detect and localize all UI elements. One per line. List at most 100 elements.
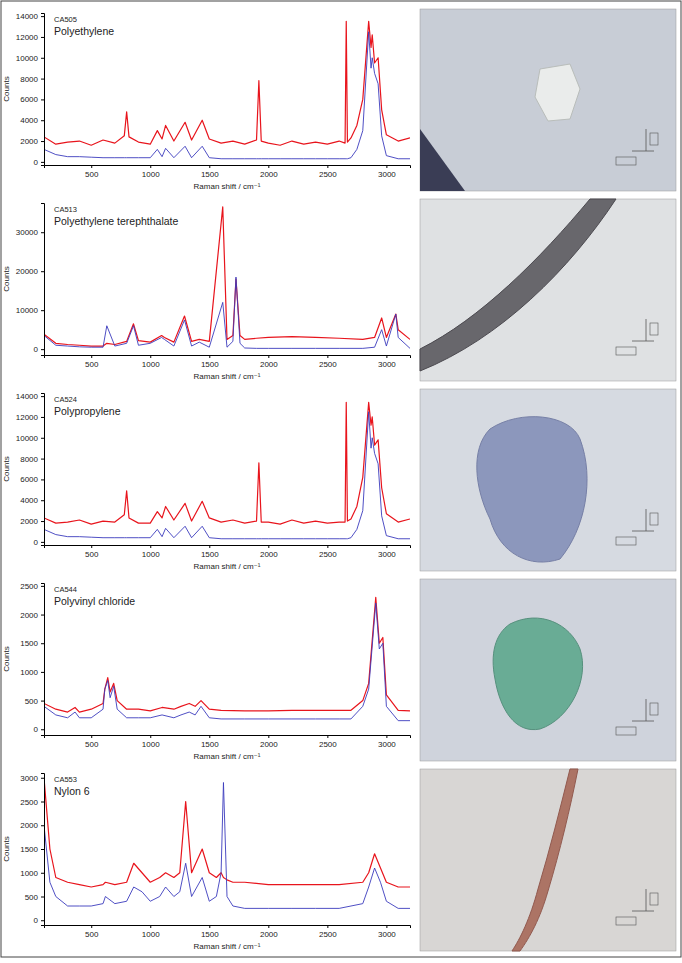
tick-label: 2000 [20, 821, 38, 830]
tick: 0 [34, 538, 44, 547]
tick-mark [41, 438, 44, 439]
axis-line [45, 546, 411, 549]
tick-mark [327, 545, 328, 548]
tick: 0 [34, 916, 44, 925]
particle [477, 417, 587, 562]
tick-label: 8000 [20, 455, 38, 464]
x-axis: 50010001500200025003000 [45, 545, 411, 559]
tick: 2500 [319, 735, 337, 749]
tick-label: 4000 [20, 496, 38, 505]
spectrum-line [44, 603, 410, 721]
tick-mark [41, 849, 44, 850]
tick-label: 12000 [16, 413, 39, 422]
tick-label: 1500 [20, 639, 38, 648]
plot-area [44, 207, 410, 348]
x-axis: 50010001500200025003000 [45, 925, 411, 939]
micrograph-background [420, 199, 676, 381]
spectrum-line [44, 402, 410, 524]
tick-label: 1500 [201, 360, 219, 369]
scale-bar-line [646, 129, 647, 151]
tick-label: 12000 [16, 33, 39, 42]
tick-mark [41, 232, 44, 233]
tick-label: 2500 [319, 550, 337, 559]
tick: 1500 [20, 639, 44, 648]
tick-label: 2500 [20, 798, 38, 807]
tick-label: 14000 [16, 12, 39, 21]
figure-frame [1, 1, 681, 957]
tick-label: 0 [34, 158, 39, 167]
tick-label: 2000 [260, 170, 278, 179]
tick-mark [41, 729, 44, 730]
tick-mark [91, 165, 92, 168]
tick: 2500 [319, 165, 337, 179]
tick: 0 [34, 158, 44, 167]
tick: 1500 [20, 845, 44, 854]
tick: 8000 [20, 75, 44, 84]
x-axis-title: Raman shift / cm⁻¹ [194, 372, 261, 381]
tick: 10000 [16, 306, 44, 315]
plot-area [44, 778, 410, 909]
tick-label: 3000 [378, 740, 396, 749]
tick-mark [41, 349, 44, 350]
tick-label: 3000 [378, 550, 396, 559]
tick-mark [41, 417, 44, 418]
micrograph [420, 9, 676, 191]
scale-bar [616, 889, 658, 925]
tick: 3000 [378, 165, 396, 179]
micrograph [420, 769, 676, 951]
axis-line [45, 166, 411, 169]
scale-bar-line [646, 699, 647, 721]
tick: 2500 [319, 545, 337, 559]
axis-line [41, 14, 45, 166]
tick: 2000 [20, 611, 44, 620]
tick-mark [268, 735, 269, 738]
tick-label: 8000 [20, 75, 38, 84]
tick-label: 10000 [16, 54, 39, 63]
tick-mark [41, 16, 44, 17]
tick: 2000 [20, 821, 44, 830]
tick: 3000 [378, 355, 396, 369]
tick-mark [268, 355, 269, 358]
tick-mark [41, 141, 44, 142]
tick-mark [41, 120, 44, 121]
tick: 10000 [16, 434, 44, 443]
tick-label: 3000 [378, 170, 396, 179]
scale-bar-box [616, 727, 636, 735]
scale-bar [616, 319, 658, 355]
y-axis: 02000400060008000100001200014000 [16, 392, 45, 547]
tick-mark [41, 897, 44, 898]
scale-bar-line [632, 911, 654, 912]
tick-mark [41, 162, 44, 163]
micrograph-edge [420, 129, 465, 191]
spectrum-line [44, 32, 410, 159]
tick-label: 20000 [16, 267, 39, 276]
tick-mark [386, 925, 387, 928]
sample-id: CA553 [54, 775, 77, 784]
tick: 2500 [319, 355, 337, 369]
tick-label: 500 [25, 893, 39, 902]
tick: 2000 [260, 165, 278, 179]
scale-bar-line [646, 509, 647, 531]
tick-label: 500 [85, 550, 99, 559]
tick-mark [268, 925, 269, 928]
tick-label: 500 [85, 740, 99, 749]
tick-mark [91, 355, 92, 358]
tick-label: 2500 [20, 582, 38, 591]
tick-mark [41, 873, 44, 874]
particle [535, 64, 580, 121]
tick: 1000 [142, 545, 160, 559]
axis-line [45, 926, 411, 929]
tick: 2000 [260, 735, 278, 749]
scale-bar-box [616, 157, 636, 165]
scale-bar [616, 699, 658, 735]
y-axis: 050010001500200025003000 [20, 774, 44, 926]
tick: 2000 [260, 545, 278, 559]
tick-mark [41, 58, 44, 59]
tick-mark [91, 735, 92, 738]
tick: 0 [34, 725, 44, 734]
tick: 500 [25, 697, 44, 706]
tick-mark [91, 925, 92, 928]
tick: 4000 [20, 496, 44, 505]
tick-mark [209, 355, 210, 358]
tick: 500 [85, 735, 99, 749]
